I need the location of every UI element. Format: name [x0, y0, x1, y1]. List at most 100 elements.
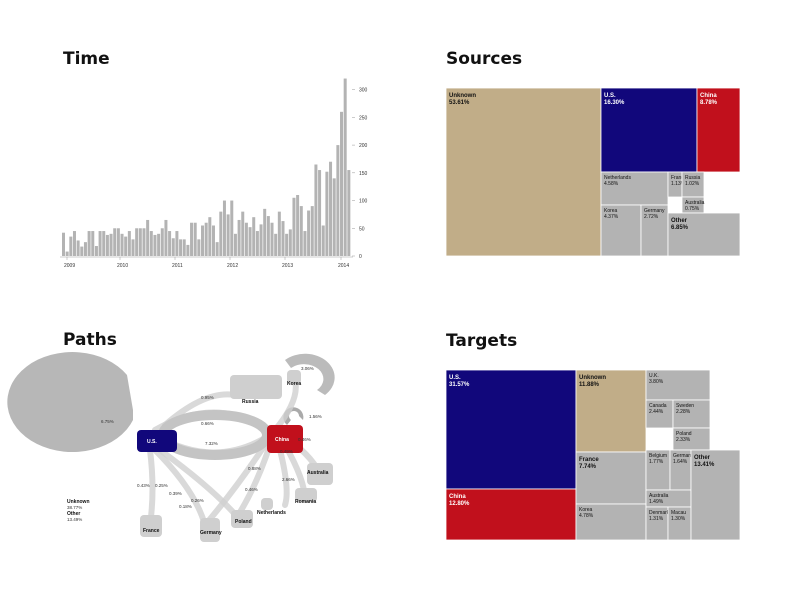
country-shape — [261, 498, 273, 510]
treemap-cell-name: Unknown — [449, 93, 476, 99]
country-label: Romania — [295, 499, 316, 505]
time-x-tick-label: 2009 — [64, 263, 75, 269]
time-bar — [321, 225, 325, 256]
time-bar — [310, 206, 314, 256]
time-bar — [299, 206, 303, 256]
treemap-cell-rect — [696, 87, 741, 173]
time-bar — [237, 219, 241, 256]
treemap-cell-rect — [575, 451, 647, 505]
flow-label: 0.18% — [179, 504, 192, 509]
time-bar — [201, 225, 205, 256]
time-x-tick-label: 2014 — [338, 263, 349, 269]
time-bar — [277, 211, 281, 256]
country-node-romania: Romania — [295, 488, 317, 505]
country-shape — [200, 518, 220, 542]
treemap-cell-rect — [667, 212, 741, 257]
time-bar — [329, 161, 333, 256]
treemap-cell-name: Other — [671, 218, 688, 224]
time-bar — [76, 240, 80, 256]
time-bar — [241, 211, 245, 256]
time-bar — [307, 210, 311, 256]
time-bar — [190, 222, 194, 256]
time-x-tick-label: 2012 — [227, 263, 238, 269]
treemap-cell-rect — [645, 399, 674, 429]
flow-label: 7.32% — [205, 441, 218, 446]
time-bar — [142, 228, 146, 256]
time-bar — [347, 170, 351, 256]
flow-label: 0.43% — [137, 483, 150, 488]
country-label: U.S. — [147, 439, 157, 445]
time-bar — [248, 227, 252, 256]
treemap-cell-name: U.S. — [449, 375, 461, 381]
legend-value: 38.77% — [67, 505, 82, 510]
treemap-cell-name: Unknown — [579, 375, 606, 381]
country-label: China — [275, 437, 289, 443]
time-bar — [157, 233, 161, 256]
time-bar — [149, 231, 153, 256]
treemap-cell-value: 1.02% — [685, 181, 700, 187]
time-y-tick-label: 100 — [359, 199, 368, 205]
time-bar — [266, 216, 270, 256]
time-bar — [138, 228, 142, 256]
time-bar — [230, 200, 234, 256]
treemap-cell-name: Germany — [644, 208, 665, 214]
treemap-cell-rect — [575, 369, 647, 453]
country-shape — [137, 430, 177, 452]
treemap-cell-rect — [600, 204, 642, 257]
paths-flow-map: U.S. China Russia Korea France Germany Poland N… — [7, 352, 335, 542]
treemap-cell-name: Netherlands — [604, 175, 631, 181]
treemap-cell-us: U.S.31.57% — [445, 369, 577, 490]
time-x-tick-label: 2010 — [117, 263, 128, 269]
time-bar — [314, 164, 318, 256]
time-bar — [105, 234, 109, 256]
time-bar — [244, 222, 248, 256]
country-shape — [231, 510, 253, 528]
treemap-cell-rect — [445, 87, 602, 257]
flow-label: 0.39% — [169, 491, 182, 496]
treemap-cell-rect — [672, 399, 711, 429]
time-bar — [91, 231, 95, 256]
time-y-tick-label: 150 — [359, 171, 368, 177]
flow-band — [202, 442, 268, 528]
treemap-cell-value: 11.88% — [579, 382, 600, 388]
time-bar — [87, 231, 91, 256]
treemap-cell-name: Belgium — [649, 453, 667, 459]
treemap-cell-name: Macau — [671, 510, 686, 516]
treemap-cell-value: 1.31% — [649, 516, 664, 522]
time-bar — [233, 233, 237, 256]
treemap-cell-us: U.S.16.30% — [600, 87, 698, 173]
time-bar — [94, 246, 98, 256]
country-label: Korea — [287, 381, 301, 387]
treemap-cell-value: 1.13% — [671, 181, 686, 187]
treemap-cell-rect — [575, 503, 647, 541]
treemap-cell-name: France — [579, 457, 599, 463]
time-bar — [285, 233, 289, 256]
country-shape — [140, 515, 162, 537]
flow-label: 0.88% — [248, 466, 261, 471]
time-y-tick-label: 300 — [359, 88, 368, 94]
country-node-us: U.S. — [137, 430, 177, 452]
self-loop-label: 3.06% — [301, 366, 314, 371]
treemap-cell-name: Germany — [673, 453, 694, 459]
time-bar — [208, 217, 212, 256]
treemap-cell-value: 16.30% — [604, 100, 625, 106]
treemap-cell-name: Canada — [649, 403, 667, 409]
time-bar — [292, 197, 296, 256]
country-label: Netherlands — [257, 510, 286, 516]
country-node-china: China — [267, 425, 303, 453]
time-bar — [318, 170, 322, 256]
time-x-tick-label: 2011 — [172, 263, 183, 269]
time-bar — [113, 228, 117, 256]
paths-title: Paths — [63, 330, 117, 350]
